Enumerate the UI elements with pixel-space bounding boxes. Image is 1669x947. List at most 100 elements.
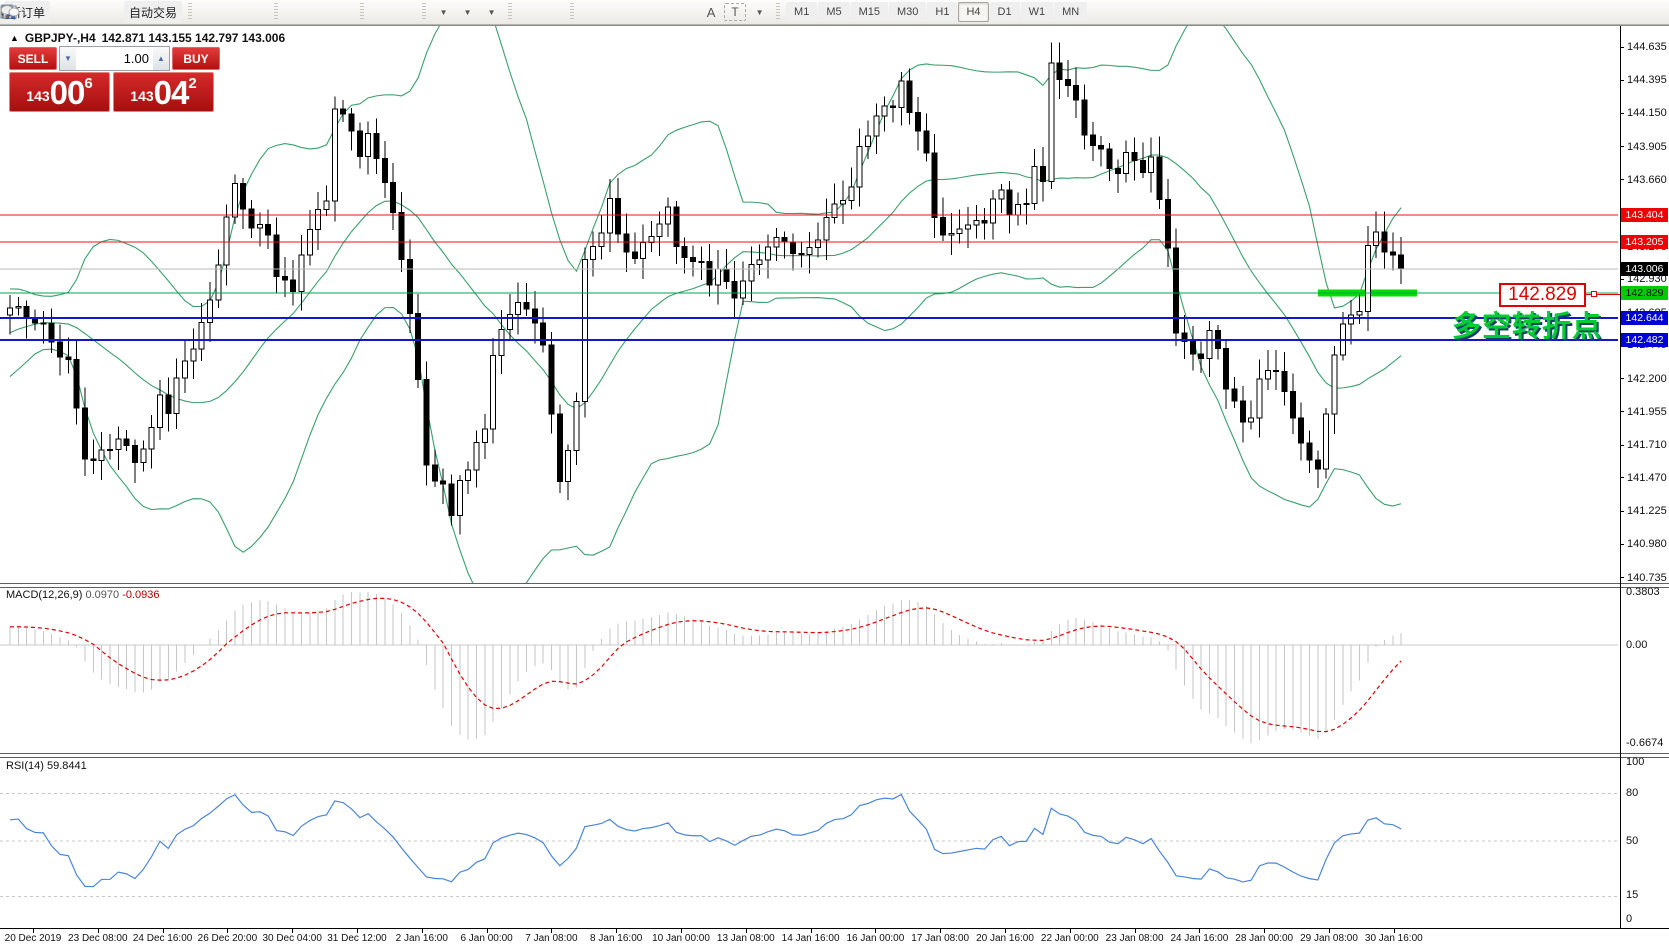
- horizontal-line-button[interactable]: [1, 1, 626, 23]
- autoscroll-button[interactable]: [0, 1, 392, 23]
- candlestick-chart-button[interactable]: [1, 1, 244, 23]
- zoom-out-button[interactable]: [1, 1, 330, 23]
- time-axis-label: 22 Jan 00:00: [1040, 933, 1099, 944]
- time-tick-mark: [681, 929, 682, 933]
- volume-decrease-button[interactable]: ▼: [60, 47, 76, 70]
- price-axis-border: [1620, 26, 1621, 928]
- signals-button[interactable]: [1, 1, 122, 23]
- arrow-objects-button[interactable]: ▼: [3, 1, 770, 23]
- price-tick-label: 143.905: [1627, 140, 1667, 153]
- dropdown-caret: ▼: [463, 7, 472, 17]
- time-tick-mark: [616, 929, 618, 933]
- vertical-line-button[interactable]: [5, 1, 602, 23]
- price-level-badge: 143.205: [1621, 234, 1668, 249]
- macd-signal-value: -0.0936: [122, 589, 160, 601]
- buy-button[interactable]: BUY: [172, 47, 220, 70]
- time-tick-mark: [486, 929, 488, 933]
- time-tick-mark: [1069, 929, 1071, 933]
- dropdown-caret: ▼: [439, 7, 448, 17]
- templates-button[interactable]: ▼: [0, 1, 502, 23]
- time-axis-label: 13 Jan 08:00: [716, 933, 775, 944]
- cursor-button[interactable]: [2, 1, 540, 23]
- time-axis-label: 2 Jan 16:00: [395, 933, 448, 944]
- time-axis[interactable]: 20 Dec 2019 23 Dec 08:00 24 Dec 16:00 26 De…: [0, 928, 1669, 947]
- price-tick-label: 140.980: [1627, 538, 1667, 551]
- volume-input[interactable]: [76, 47, 153, 70]
- timeframe-mn[interactable]: MN: [1054, 2, 1088, 22]
- timeframe-h4[interactable]: H4: [958, 2, 989, 22]
- timeframe-d1[interactable]: D1: [989, 2, 1020, 22]
- sell-price-display[interactable]: 143 00 6: [9, 72, 110, 112]
- pane-splitter[interactable]: [0, 583, 1669, 588]
- turning-point-annotation: 多空转折点: [1452, 311, 1603, 343]
- search-button[interactable]: [1, 1, 1633, 23]
- time-axis-label: 28 Jan 00:00: [1235, 933, 1294, 944]
- price-tag-object[interactable]: 142.829: [1499, 283, 1586, 307]
- macd-label: MACD(12,26,9) 0.0970 -0.0936: [6, 589, 160, 601]
- time-axis-label: 31 Dec 12:00: [327, 933, 387, 944]
- price-tick-label: 144.150: [1627, 107, 1667, 120]
- time-tick-mark: [1134, 929, 1136, 933]
- volume-control: ▼ ▲: [59, 46, 170, 71]
- sell-button[interactable]: SELL: [9, 47, 57, 70]
- toolbar-grip: [570, 3, 575, 21]
- rsi-scale-label: 15: [1626, 889, 1639, 901]
- periods-button[interactable]: ▼: [0, 1, 478, 23]
- symbol-period-label: GBPJPY-,H4: [24, 31, 96, 45]
- autotrading-button[interactable]: 自动交易: [1, 1, 183, 23]
- timeframe-h1[interactable]: H1: [927, 2, 958, 22]
- line-chart-button[interactable]: [0, 1, 268, 23]
- chat-button[interactable]: [0, 1, 1657, 23]
- zoom-in-button[interactable]: [1, 1, 306, 23]
- price-tick-label: 142.200: [1627, 372, 1667, 385]
- time-axis-label: 23 Dec 08:00: [68, 933, 128, 944]
- price-tick-label: 142.685: [1627, 306, 1667, 319]
- price-tag-connector: [1586, 294, 1620, 295]
- time-tick-mark: [1005, 929, 1006, 933]
- time-axis-label: 8 Jan 16:00: [590, 933, 643, 944]
- community-button[interactable]: [0, 1, 98, 23]
- timeframe-m1[interactable]: M1: [786, 2, 818, 22]
- time-axis-label: 17 Jan 08:00: [911, 933, 970, 944]
- timeframe-m5[interactable]: M5: [818, 2, 850, 22]
- time-tick-mark: [97, 929, 99, 933]
- time-axis-label: 24 Dec 16:00: [132, 933, 193, 944]
- chart-shift-button[interactable]: [0, 1, 416, 23]
- price-tick-label: 143.170: [1627, 240, 1667, 253]
- text-tool-button[interactable]: A: [706, 4, 716, 20]
- macd-scale-label: -0.6674: [1626, 737, 1664, 749]
- price-tick-label: 141.710: [1627, 439, 1667, 452]
- bar-chart-button[interactable]: [1, 1, 220, 23]
- macd-indicator-pane[interactable]: [0, 588, 1620, 753]
- timeframe-m15[interactable]: M15: [850, 2, 888, 22]
- time-tick-mark: [940, 929, 942, 933]
- timeframe-m30[interactable]: M30: [889, 2, 927, 22]
- time-tick-mark: [810, 929, 812, 933]
- indicators-button[interactable]: ▼: [0, 1, 454, 23]
- metaeditor-button[interactable]: [1, 1, 74, 23]
- channel-button[interactable]: E: [0, 1, 674, 23]
- time-tick-mark: [33, 929, 34, 933]
- volume-increase-button[interactable]: ▲: [153, 47, 169, 70]
- time-axis-label: 30 Jan 16:00: [1364, 933, 1423, 944]
- main-price-chart[interactable]: [0, 26, 1620, 583]
- fibonacci-button[interactable]: F: [1, 1, 698, 23]
- macd-scale-label: 0.00: [1626, 639, 1648, 651]
- crosshair-button[interactable]: [1, 1, 564, 23]
- rsi-indicator-pane[interactable]: [0, 758, 1620, 928]
- trendline-button[interactable]: [1, 1, 650, 23]
- price-tag-anchor-node: [1591, 291, 1597, 297]
- buy-price-display[interactable]: 143 04 2: [113, 72, 214, 112]
- collapse-panel-icon[interactable]: ▲: [10, 33, 19, 43]
- tile-windows-button[interactable]: [1, 1, 354, 23]
- rsi-scale-label: 80: [1626, 787, 1639, 799]
- text-label-button[interactable]: T: [724, 3, 747, 21]
- price-tick-label: 142.445: [1627, 339, 1667, 352]
- time-axis-label: 23 Jan 08:00: [1105, 933, 1164, 944]
- pane-splitter[interactable]: [0, 753, 1669, 758]
- buy-price-prefix: 143: [130, 88, 154, 104]
- timeframe-w1[interactable]: W1: [1020, 2, 1054, 22]
- time-tick-mark: [1329, 929, 1330, 933]
- price-tick-label: 143.660: [1627, 173, 1667, 186]
